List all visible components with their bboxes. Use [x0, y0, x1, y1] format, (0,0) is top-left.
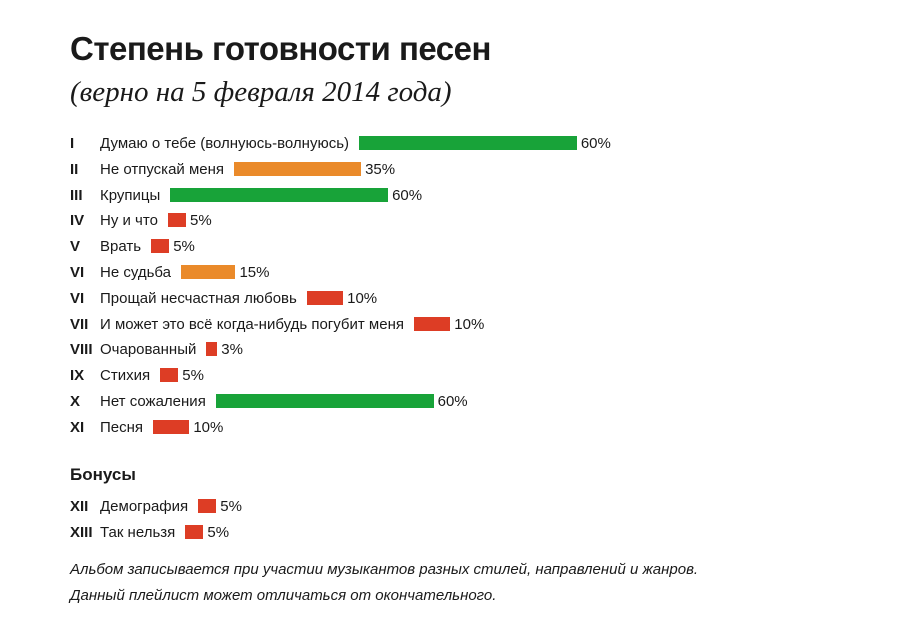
bar-number: VI [70, 264, 85, 281]
bar-number: VII [70, 315, 89, 333]
bar-row: I Думаю о тебе (волнуюсь-волнуюсь) 60% [70, 133, 870, 155]
bar-label: Не судьба [100, 264, 172, 281]
bar-row: XII Демография 5% [70, 496, 870, 518]
bar-number: II [70, 160, 79, 178]
bar-row: V Врать 5% [70, 236, 870, 258]
bar-value-label: 10% [454, 315, 485, 333]
bar-number: X [70, 393, 81, 410]
bar-row: VI Прощай несчастная любовь 10% [70, 288, 870, 310]
chart-title: Степень готовности песен [70, 30, 491, 67]
bar-number: VI [70, 289, 85, 307]
bar [170, 187, 389, 202]
bar-row: IV Ну и что 5% [70, 210, 870, 232]
bar-number: XI [70, 418, 85, 436]
bar [153, 419, 190, 434]
bar [160, 368, 179, 383]
bar-number: IX [70, 367, 85, 385]
bar-value-label: 60% [580, 135, 611, 152]
bar-row: VII И может это всё когда-нибудь погубит … [70, 314, 870, 336]
bar [181, 265, 236, 279]
bar-label: Так нельзя [100, 523, 176, 541]
bar-row: IX Стихия 5% [70, 365, 870, 387]
bar-value-label: 10% [193, 418, 224, 436]
bar [206, 342, 218, 357]
bar [198, 499, 217, 513]
bar [306, 290, 344, 305]
bar-number: III [70, 186, 83, 204]
bar-row: II Не отпускай меня 35% [70, 159, 870, 181]
bar-number: VIII [70, 341, 93, 359]
bar-value-label: 5% [173, 238, 195, 256]
bar-label: И может это всё когда-нибудь погубит мен… [100, 315, 404, 333]
bar-value-label: 5% [220, 498, 242, 515]
bar-row: VIII Очарованный 3% [70, 339, 870, 361]
bar-value-label: 60% [437, 393, 468, 410]
bonus-heading: Бонусы [70, 465, 136, 484]
bar-value-label: 5% [190, 212, 212, 230]
footnote-2: Данный плейлист может отличаться от окон… [70, 587, 497, 604]
bar-label: Думаю о тебе (волнуюсь-волнуюсь) [100, 135, 350, 152]
bar-label: Нет сожаления [100, 393, 206, 410]
bar-value-label: 10% [347, 289, 378, 307]
bar [359, 136, 577, 150]
bar-number: I [70, 135, 75, 152]
bar-number: XIII [70, 523, 93, 541]
bar-value-label: 15% [239, 264, 270, 281]
bar [234, 161, 362, 176]
bar-value-label: 5% [207, 523, 230, 541]
bar-label: Прощай несчастная любовь [100, 289, 297, 307]
bar-label: Стихия [100, 367, 151, 385]
chart-subtitle: (верно на 5 февраля 2014 года) [70, 76, 452, 108]
bar-label: Врать [100, 238, 142, 256]
bar-label: Крупицы [100, 186, 161, 204]
bar-value-label: 60% [392, 186, 423, 204]
bar [151, 239, 170, 254]
bar-label: Ну и что [100, 212, 158, 230]
bar [215, 394, 434, 408]
bar-label: Не отпускай меня [100, 160, 225, 178]
bar-label: Очарованный [100, 341, 197, 359]
bar-value-label: 3% [221, 341, 243, 359]
bar [185, 524, 204, 539]
footnote-1: Альбом записывается при участии музыкант… [70, 561, 699, 578]
bar-row: III Крупицы 60% [70, 185, 870, 207]
bar-row: XI Песня 10% [70, 417, 870, 439]
bar-number: IV [70, 212, 85, 230]
bar-row: VI Не судьба 15% [70, 262, 870, 284]
bar-row: XIII Так нельзя 5% [70, 522, 870, 544]
bar-number: V [70, 238, 81, 256]
bar-label: Демография [100, 498, 189, 515]
bar-value-label: 5% [182, 367, 204, 385]
bar-value-label: 35% [365, 160, 396, 178]
bar-row: X Нет сожаления 60% [70, 391, 870, 413]
bar [167, 213, 187, 228]
bar [414, 316, 451, 331]
bar-number: XII [70, 498, 89, 515]
bar-label: Песня [100, 418, 144, 436]
